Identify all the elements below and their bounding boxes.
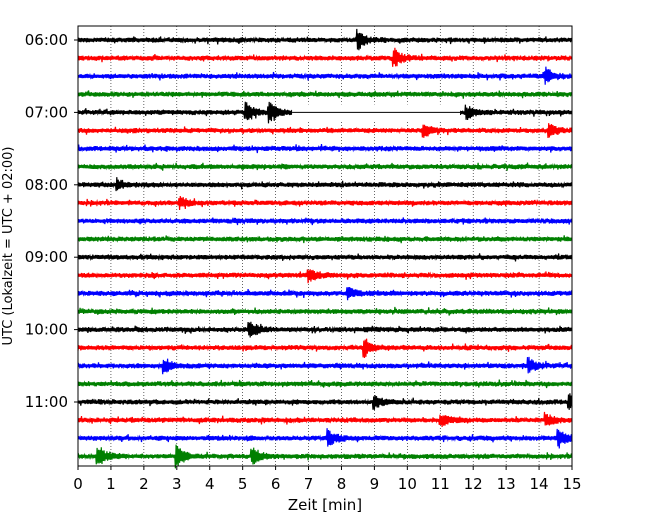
trace-row-19 <box>77 379 573 389</box>
trace-row-1 <box>77 47 573 67</box>
trace-row-23 <box>77 444 573 469</box>
trace-row-2 <box>77 66 573 85</box>
trace-group <box>77 28 573 469</box>
y-tick-label: 08:00 <box>25 176 68 194</box>
trace-row-6 <box>77 144 573 154</box>
x-tick-label: 1 <box>106 475 116 493</box>
trace-row-14 <box>77 287 573 301</box>
trace-row-11 <box>77 235 573 244</box>
x-tick-label: 8 <box>337 475 347 493</box>
y-tick-label: 11:00 <box>25 393 68 411</box>
y-axis-ticks: 06:00 07:00 08:00 09:00 10:00 11:00 <box>25 31 78 411</box>
x-axis-label: Zeit [min] <box>288 496 362 514</box>
x-tick-label: 4 <box>205 475 215 493</box>
y-tick-label: 10:00 <box>25 321 68 339</box>
x-tick-label: 14 <box>530 475 549 493</box>
trace-row-5 <box>77 123 573 139</box>
trace-row-8 <box>77 177 573 192</box>
trace-row-13 <box>77 269 573 284</box>
trace-row-17 <box>77 338 573 359</box>
x-tick-label: 2 <box>139 475 149 493</box>
trace-row-12 <box>77 253 573 262</box>
trace-row-3 <box>77 90 573 99</box>
trace-row-9 <box>77 195 573 211</box>
x-axis-ticks: 0 1 2 3 4 5 6 7 8 9 10 11 12 13 14 15 <box>73 466 582 493</box>
x-tick-label: 15 <box>562 475 581 493</box>
x-tick-label: 10 <box>398 475 417 493</box>
plot-frame <box>77 25 573 467</box>
y-tick-label: 06:00 <box>25 31 68 49</box>
y-axis-label: UTC (Lokalzeit = UTC + 02:00) <box>1 147 16 346</box>
y-tick-label: 09:00 <box>25 248 68 266</box>
trace-row-10 <box>77 217 573 226</box>
trace-row-22 <box>77 428 573 449</box>
x-tick-label: 6 <box>271 475 281 493</box>
x-tick-label: 3 <box>172 475 182 493</box>
x-tick-label: 7 <box>304 475 314 493</box>
trace-row-21 <box>77 411 573 427</box>
trace-row-15 <box>77 306 573 316</box>
x-tick-label: 12 <box>464 475 483 493</box>
x-tick-label: 13 <box>497 475 516 493</box>
grid-lines <box>110 26 540 466</box>
trace-row-16 <box>77 321 573 338</box>
trace-row-18 <box>77 356 573 375</box>
x-tick-label: 11 <box>431 475 450 493</box>
trace-row-0 <box>77 28 573 51</box>
trace-row-20 <box>77 393 573 410</box>
x-tick-label: 5 <box>238 475 248 493</box>
x-tick-label: 0 <box>73 475 83 493</box>
trace-row-7 <box>77 162 573 171</box>
x-tick-label: 9 <box>370 475 380 493</box>
y-tick-label: 07:00 <box>25 103 68 121</box>
